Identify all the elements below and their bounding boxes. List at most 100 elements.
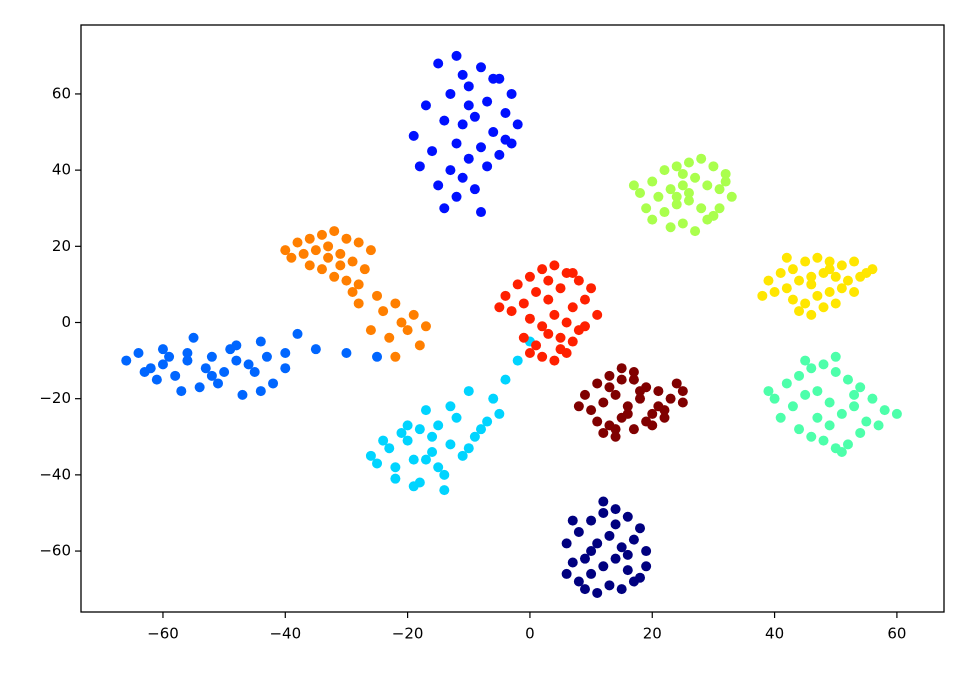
scatter-point	[488, 393, 499, 404]
scatter-point	[579, 294, 590, 305]
scatter-point	[781, 252, 792, 263]
scatter-point	[861, 416, 872, 427]
scatter-point	[806, 271, 817, 282]
scatter-point	[176, 386, 187, 397]
scatter-point	[463, 100, 474, 111]
scatter-point	[524, 271, 535, 282]
scatter-point	[500, 374, 511, 385]
y-tick-label: 60	[52, 84, 71, 102]
scatter-point	[622, 565, 633, 576]
scatter-point	[622, 401, 633, 412]
scatter-point	[402, 435, 413, 446]
scatter-point	[812, 412, 823, 423]
scatter-point	[482, 161, 493, 172]
scatter-point	[255, 336, 266, 347]
scatter-point	[794, 370, 805, 381]
scatter-point	[347, 287, 358, 298]
scatter-point	[524, 347, 535, 358]
scatter-point	[439, 485, 450, 496]
scatter-point	[451, 412, 462, 423]
scatter-point	[598, 427, 609, 438]
scatter-point	[641, 561, 652, 572]
scatter-point	[794, 275, 805, 286]
scatter-point	[628, 424, 639, 435]
scatter-point	[696, 153, 707, 164]
scatter-point	[561, 538, 572, 549]
scatter-point	[384, 332, 395, 343]
scatter-point	[188, 332, 199, 343]
scatter-point	[280, 347, 291, 358]
scatter-point	[794, 424, 805, 435]
scatter-point	[280, 363, 291, 374]
scatter-point	[482, 416, 493, 427]
scatter-point	[690, 172, 701, 183]
scatter-point	[427, 431, 438, 442]
scatter-point	[445, 165, 456, 176]
scatter-point	[353, 298, 364, 309]
scatter-point	[543, 275, 554, 286]
scatter-point	[818, 302, 829, 313]
scatter-point	[677, 180, 688, 191]
scatter-point	[445, 88, 456, 99]
scatter-point	[561, 347, 572, 358]
scatter-point	[316, 264, 327, 275]
scatter-point	[696, 203, 707, 214]
scatter-point	[476, 424, 487, 435]
scatter-point	[531, 287, 542, 298]
scatter-point	[781, 378, 792, 389]
scatter-point	[806, 431, 817, 442]
scatter-point	[818, 435, 829, 446]
scatter-point	[573, 527, 584, 538]
scatter-point	[800, 389, 811, 400]
scatter-point	[604, 370, 615, 381]
scatter-point	[842, 374, 853, 385]
scatter-point	[341, 233, 352, 244]
scatter-point	[157, 359, 168, 370]
scatter-point	[335, 248, 346, 259]
scatter-point	[396, 317, 407, 328]
scatter-point	[537, 351, 548, 362]
scatter-point	[512, 279, 523, 290]
x-tick-label: −20	[392, 625, 424, 643]
scatter-point	[427, 447, 438, 458]
scatter-point	[408, 481, 419, 492]
scatter-point	[628, 367, 639, 378]
scatter-point	[372, 458, 383, 469]
scatter-point	[647, 176, 658, 187]
scatter-point	[457, 69, 468, 80]
scatter-point	[794, 306, 805, 317]
scatter-point	[463, 386, 474, 397]
scatter-point	[414, 161, 425, 172]
scatter-point	[635, 393, 646, 404]
scatter-point	[549, 309, 560, 320]
scatter-point	[830, 271, 841, 282]
scatter-point	[555, 332, 566, 343]
scatter-point	[463, 153, 474, 164]
scatter-point	[598, 496, 609, 507]
scatter-point	[628, 180, 639, 191]
scatter-point	[353, 237, 364, 248]
scatter-point	[567, 267, 578, 278]
scatter-point	[567, 336, 578, 347]
scatter-point	[683, 195, 694, 206]
scatter-point	[616, 363, 627, 374]
scatter-point	[573, 576, 584, 587]
scatter-point	[763, 386, 774, 397]
scatter-point	[836, 260, 847, 271]
scatter-point	[677, 386, 688, 397]
scatter-point	[151, 374, 162, 385]
scatter-point	[427, 146, 438, 157]
scatter-point	[310, 344, 321, 355]
scatter-point	[439, 469, 450, 480]
scatter-point	[586, 568, 597, 579]
scatter-point	[341, 347, 352, 358]
x-tick-label: −40	[269, 625, 301, 643]
scatter-point	[867, 393, 878, 404]
y-tick-label: −40	[39, 465, 71, 483]
scatter-point	[769, 393, 780, 404]
scatter-point	[494, 149, 505, 160]
scatter-point	[763, 275, 774, 286]
y-tick-label: −20	[39, 389, 71, 407]
